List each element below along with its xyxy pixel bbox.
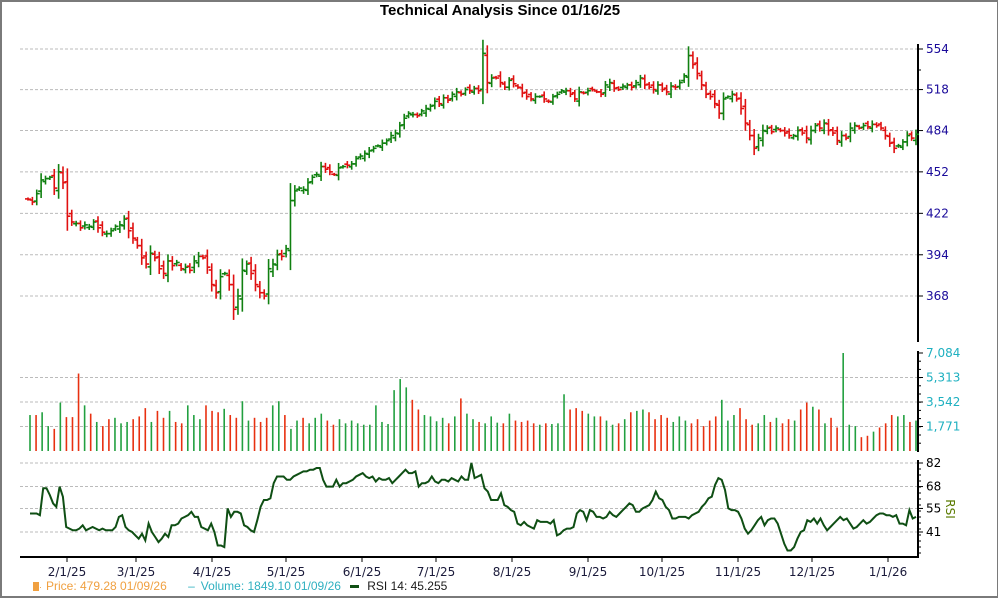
legend-volume: Volume: 1849.10 01/09/26 xyxy=(200,579,341,593)
x-tick-label: 4/1/25 xyxy=(193,565,232,579)
x-tick-label: 9/1/25 xyxy=(569,565,608,579)
x-tick-label: 12/1/25 xyxy=(789,565,835,579)
x-tick-label: 3/1/25 xyxy=(117,565,156,579)
svg-text:68: 68 xyxy=(926,480,941,494)
svg-text:7,084: 7,084 xyxy=(926,346,960,360)
svg-text:394: 394 xyxy=(926,248,949,262)
x-tick-label: 6/1/25 xyxy=(343,565,382,579)
svg-text:5,313: 5,313 xyxy=(926,371,960,385)
svg-text:422: 422 xyxy=(926,206,949,220)
volume-bars xyxy=(29,353,917,451)
svg-text:554: 554 xyxy=(926,42,949,56)
svg-text:41: 41 xyxy=(926,525,941,539)
rsi-line xyxy=(30,462,917,552)
legend-price: Price: 479.28 01/09/26 xyxy=(46,579,167,593)
svg-text:1,771: 1,771 xyxy=(926,420,960,434)
x-tick-label: 1/1/26 xyxy=(869,565,908,579)
rsi-axis-label: RSI xyxy=(943,499,957,519)
legend-rsi: RSI 14: 45.255 xyxy=(367,579,448,593)
price-legend-swatch xyxy=(33,582,39,592)
x-tick-label: 8/1/25 xyxy=(493,565,532,579)
legend: · Price: 479.28 01/09/26 – Volume: 1849.10… xyxy=(33,579,451,593)
svg-text:82: 82 xyxy=(926,456,941,470)
x-tick-label: 5/1/25 xyxy=(267,565,306,579)
volume-legend-dash-icon: – xyxy=(188,579,195,593)
svg-text:3,542: 3,542 xyxy=(926,395,960,409)
x-tick-label: 2/1/25 xyxy=(48,565,87,579)
svg-text:452: 452 xyxy=(926,165,949,179)
svg-text:55: 55 xyxy=(926,501,941,515)
chart-title: Technical Analysis Since 01/16/25 xyxy=(379,2,621,19)
svg-text:518: 518 xyxy=(926,83,949,97)
x-tick-label: 11/1/25 xyxy=(715,565,761,579)
x-tick-label: 7/1/25 xyxy=(417,565,456,579)
x-tick-label: 10/1/25 xyxy=(639,565,685,579)
svg-text:484: 484 xyxy=(926,124,949,138)
rsi-legend-swatch xyxy=(350,585,360,589)
price-bars xyxy=(25,39,919,320)
svg-text:368: 368 xyxy=(926,289,949,303)
